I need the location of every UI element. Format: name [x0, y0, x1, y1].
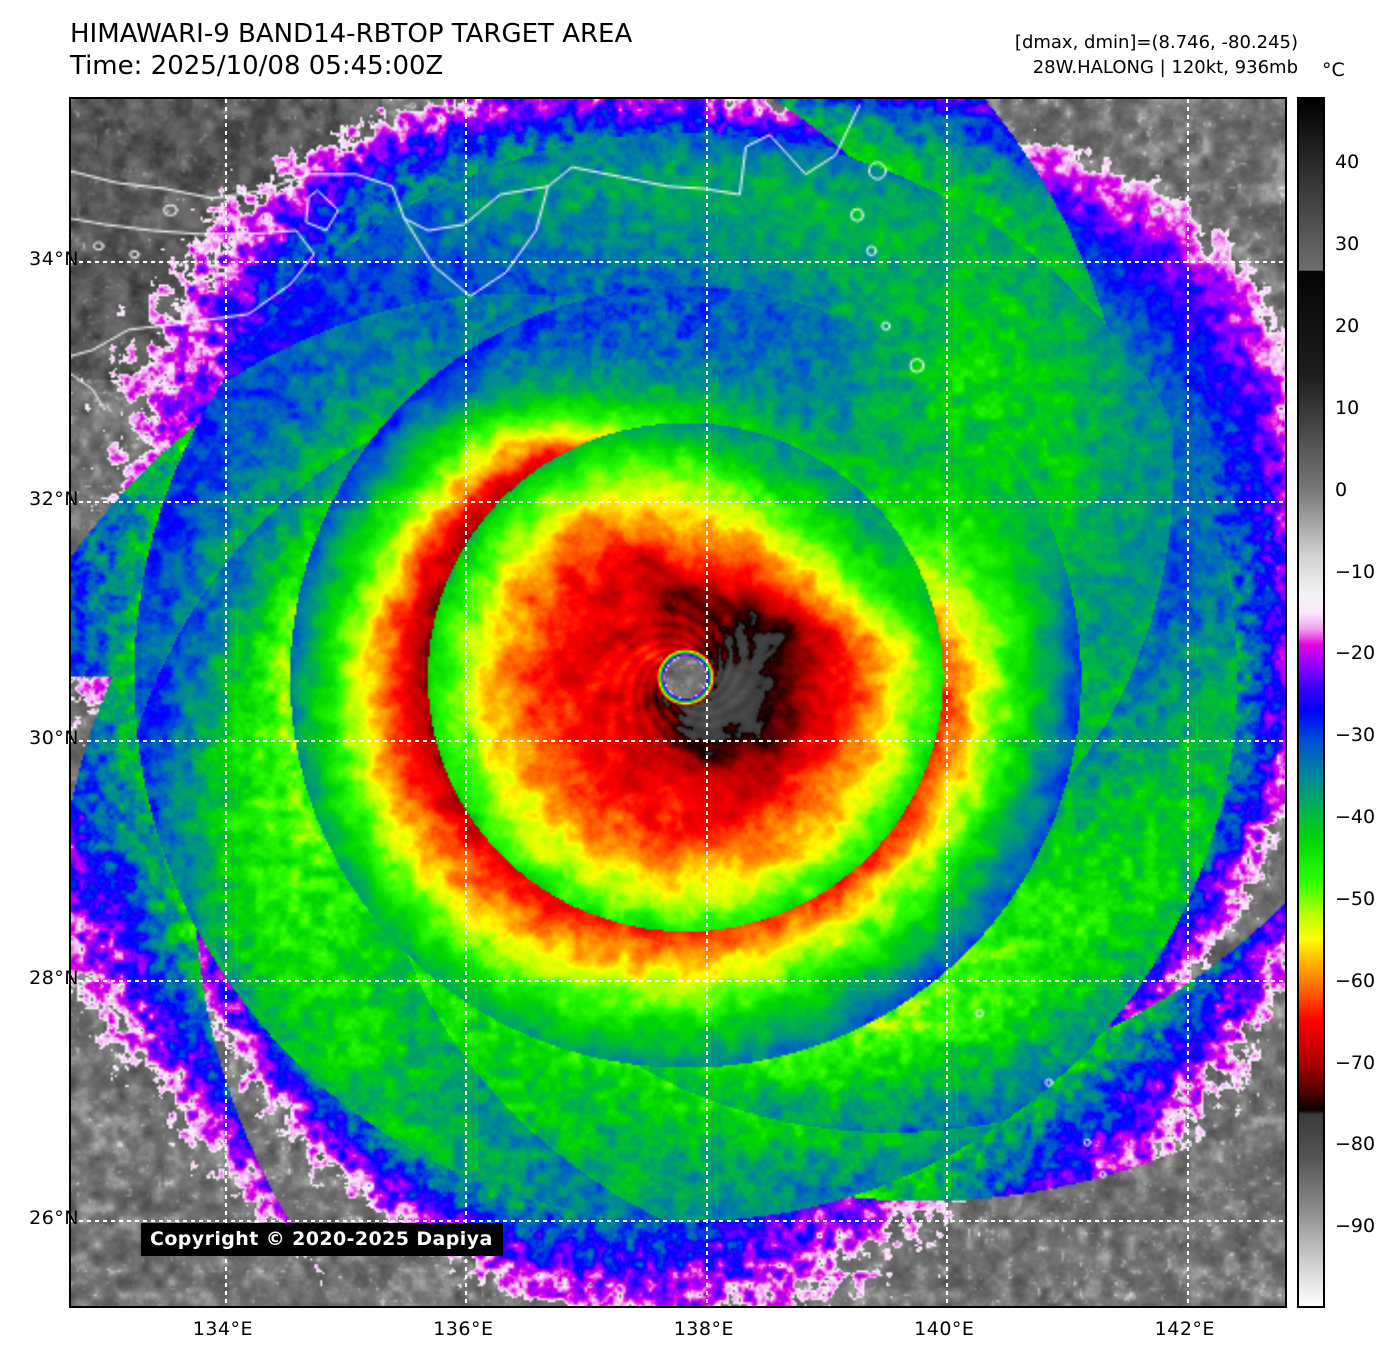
latitude-tick-label: 28°N [29, 967, 79, 990]
colorbar-tick-label: 40 [1335, 151, 1360, 174]
longitude-tick-label: 142°E [1154, 1318, 1215, 1340]
colorbar-tick-label: −40 [1335, 806, 1376, 829]
latitude-tick-label: 34°N [29, 247, 79, 270]
colorbar-tick-label: −90 [1335, 1215, 1376, 1238]
storm-info-label: 28W.HALONG | 120kt, 936mb [1032, 57, 1298, 78]
title-block: HIMAWARI-9 BAND14-RBTOP TARGET AREA Time… [70, 18, 632, 82]
latitude-tick-label: 30°N [29, 727, 79, 750]
latitude-tick-label: 32°N [29, 487, 79, 510]
colorbar-tick-label: 20 [1335, 315, 1360, 338]
copyright-watermark: Copyright © 2020-2025 Dapiya [141, 1223, 503, 1256]
timestamp-label: Time: 2025/10/08 05:45:00Z [70, 51, 444, 81]
satellite-image-plot[interactable]: Copyright © 2020-2025 Dapiya [69, 97, 1287, 1308]
colorbar-tick-label: −70 [1335, 1051, 1376, 1074]
longitude-tick-label: 134°E [192, 1318, 254, 1340]
colorbar-tick-label: −10 [1335, 560, 1376, 583]
colorbar-tick-label: −50 [1335, 887, 1376, 910]
metadata-block: [dmax, dmin]=(8.746, -80.245) 28W.HALONG… [1015, 30, 1298, 80]
colorbar-tick-label: 0 [1335, 478, 1348, 501]
longitude-tick-label: 138°E [673, 1318, 734, 1340]
page-title: HIMAWARI-9 BAND14-RBTOP TARGET AREA [70, 19, 633, 49]
colorbar-tick-label: 10 [1335, 396, 1360, 419]
colorbar-tick-label: −30 [1335, 724, 1376, 747]
colorbar-tick-label: −20 [1335, 642, 1376, 665]
latitude-tick-label: 26°N [29, 1207, 79, 1230]
temperature-colorbar[interactable] [1297, 97, 1325, 1308]
colorbar-tick-label: −80 [1335, 1133, 1376, 1156]
data-range-label: [dmax, dmin]=(8.746, -80.245) [1014, 32, 1298, 53]
longitude-tick-label: 136°E [433, 1318, 494, 1340]
colorbar-unit-label: °C [1322, 59, 1345, 81]
colorbar-tick-label: −60 [1335, 969, 1376, 992]
colorbar-tick-label: 30 [1335, 233, 1360, 256]
colorbar-gradient [1299, 99, 1323, 1306]
satellite-imagery-canvas [71, 99, 1285, 1306]
longitude-tick-label: 140°E [914, 1318, 975, 1340]
